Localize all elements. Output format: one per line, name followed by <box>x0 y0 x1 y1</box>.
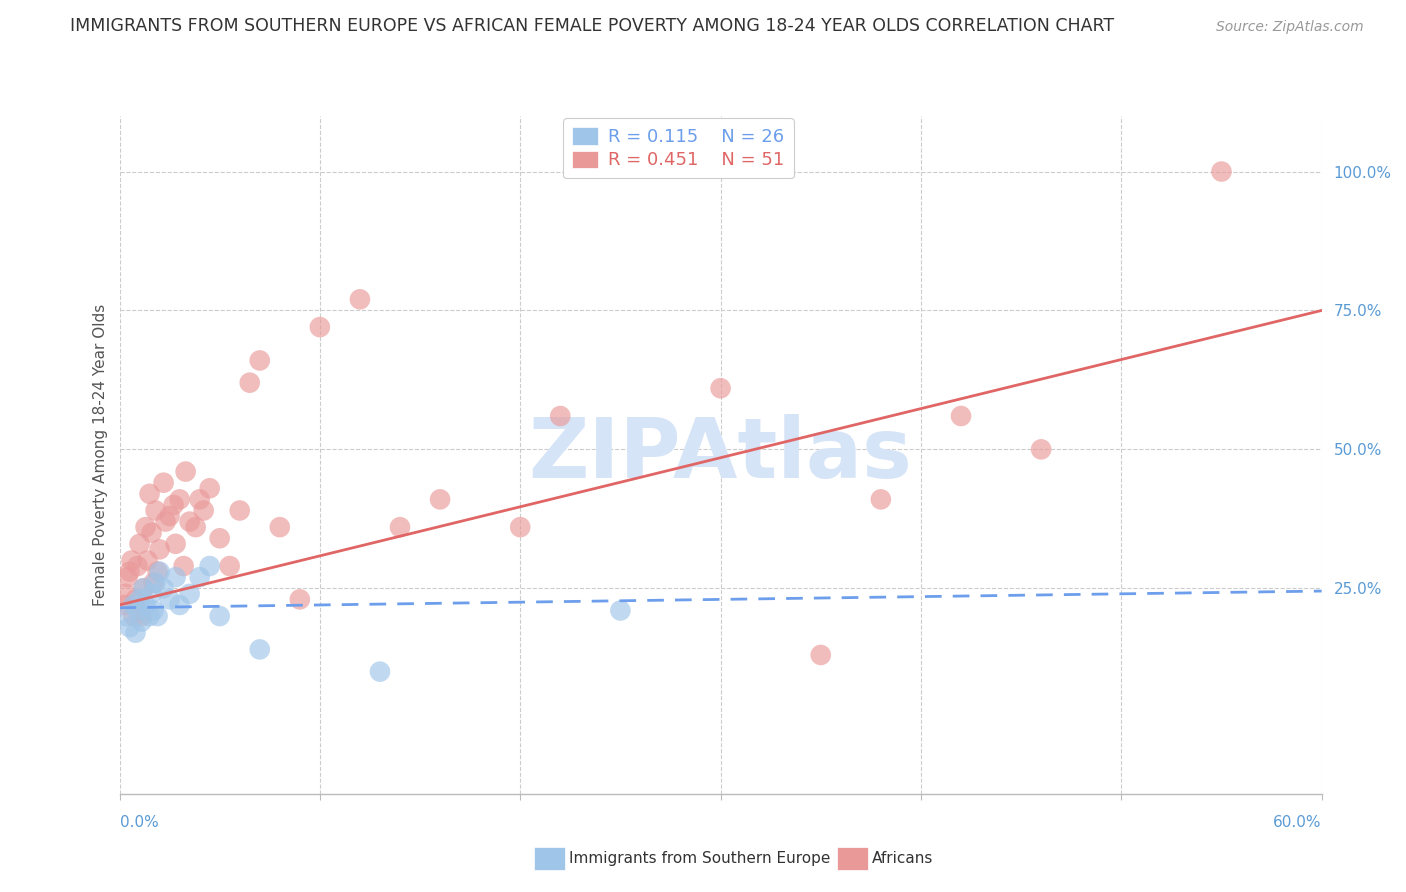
Point <box>124 625 146 640</box>
Point <box>145 503 167 517</box>
Point <box>388 520 412 534</box>
Point <box>709 381 731 395</box>
Point <box>149 542 172 557</box>
Point <box>118 620 141 634</box>
Point <box>112 598 135 612</box>
Point <box>136 553 159 567</box>
Point <box>208 531 231 545</box>
Text: Immigrants from Southern Europe: Immigrants from Southern Europe <box>569 852 831 866</box>
Point <box>429 492 451 507</box>
Point <box>249 353 271 368</box>
Point <box>249 642 271 657</box>
Point <box>149 565 172 579</box>
Point <box>146 609 169 624</box>
Point <box>550 409 572 423</box>
Point <box>114 587 136 601</box>
Point <box>159 509 181 524</box>
Point <box>198 481 221 495</box>
Point <box>122 609 145 624</box>
Point <box>309 320 332 334</box>
Point <box>208 609 231 624</box>
Point <box>349 293 371 307</box>
Point <box>122 598 145 612</box>
Point <box>509 520 531 534</box>
Point <box>179 515 201 529</box>
Text: ZIPAtlas: ZIPAtlas <box>529 415 912 495</box>
Text: Africans: Africans <box>872 852 934 866</box>
Point <box>142 575 165 590</box>
Text: Source: ZipAtlas.com: Source: ZipAtlas.com <box>1216 21 1364 34</box>
Point <box>132 582 155 596</box>
Point <box>162 498 184 512</box>
Point <box>152 582 174 596</box>
Point <box>155 515 177 529</box>
Point <box>127 559 149 574</box>
Point <box>118 565 141 579</box>
Point <box>128 537 150 551</box>
Point <box>165 537 187 551</box>
Point <box>127 603 149 617</box>
Point <box>288 592 311 607</box>
Point <box>810 648 832 662</box>
Point <box>138 609 160 624</box>
Point <box>142 603 165 617</box>
Point <box>131 615 153 629</box>
Text: IMMIGRANTS FROM SOUTHERN EUROPE VS AFRICAN FEMALE POVERTY AMONG 18-24 YEAR OLDS : IMMIGRANTS FROM SOUTHERN EUROPE VS AFRIC… <box>70 17 1115 35</box>
Point <box>609 603 631 617</box>
Point <box>117 570 139 584</box>
Y-axis label: Female Poverty Among 18-24 Year Olds: Female Poverty Among 18-24 Year Olds <box>93 304 108 606</box>
Point <box>173 559 195 574</box>
Point <box>141 587 163 601</box>
Point <box>152 475 174 490</box>
Point <box>159 592 181 607</box>
Point <box>188 570 211 584</box>
Point <box>135 598 157 612</box>
Point <box>121 553 143 567</box>
Point <box>950 409 973 423</box>
Legend: R = 0.115    N = 26, R = 0.451    N = 51: R = 0.115 N = 26, R = 0.451 N = 51 <box>564 119 794 178</box>
Point <box>198 559 221 574</box>
Point <box>228 503 252 517</box>
Point <box>174 465 197 479</box>
Point <box>128 592 150 607</box>
Point <box>124 592 146 607</box>
Point <box>138 487 160 501</box>
Point <box>1029 442 1052 457</box>
Point <box>193 503 215 517</box>
Point <box>1211 164 1233 178</box>
Point <box>146 565 169 579</box>
Point <box>135 520 157 534</box>
Text: 60.0%: 60.0% <box>1274 815 1322 830</box>
Point <box>169 492 191 507</box>
Point <box>188 492 211 507</box>
Point <box>184 520 207 534</box>
Point <box>145 575 167 590</box>
Point <box>114 609 136 624</box>
Point <box>131 609 153 624</box>
Point <box>132 582 155 596</box>
Point <box>165 570 187 584</box>
Point <box>141 525 163 540</box>
Point <box>269 520 291 534</box>
Point <box>368 665 391 679</box>
Text: 0.0%: 0.0% <box>120 815 159 830</box>
Point <box>218 559 240 574</box>
Point <box>179 587 201 601</box>
Point <box>869 492 893 507</box>
Point <box>239 376 262 390</box>
Point <box>169 598 191 612</box>
